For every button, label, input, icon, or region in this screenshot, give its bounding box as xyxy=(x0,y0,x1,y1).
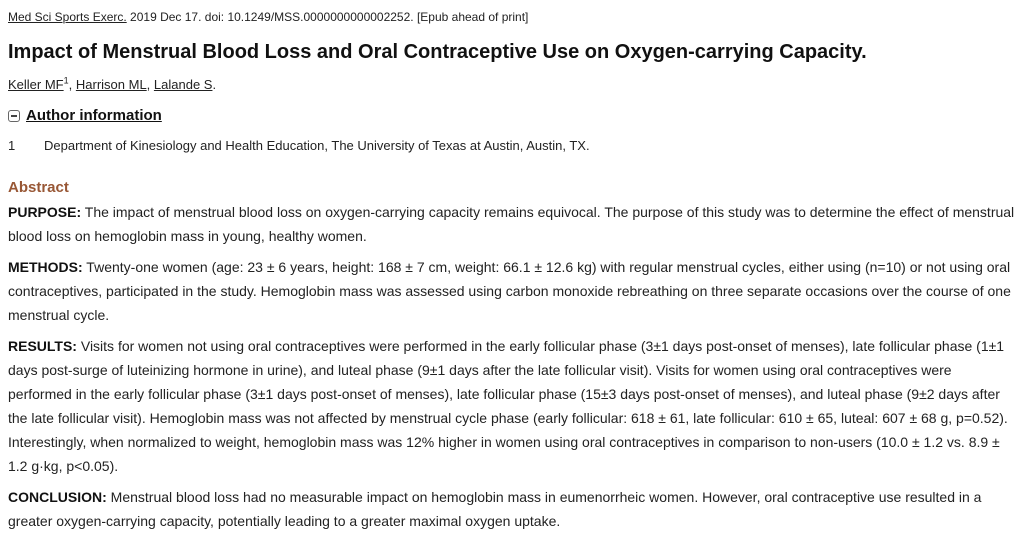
author-link[interactable]: Lalande S xyxy=(153,77,213,92)
collapse-minus-icon[interactable] xyxy=(8,110,20,122)
abstract-body: PURPOSE: The impact of menstrual blood l… xyxy=(8,200,1016,540)
author-information-toggle[interactable]: Author information xyxy=(8,106,162,126)
author-separator: , xyxy=(68,77,76,92)
author-separator: . xyxy=(212,77,217,92)
author-information-label[interactable]: Author information xyxy=(26,107,162,124)
affiliation-number: 1 xyxy=(8,138,16,153)
abstract-section-conclusion: CONCLUSION: Menstrual blood loss had no … xyxy=(8,485,1016,533)
section-label: PURPOSE: xyxy=(8,204,82,220)
abstract-section-results: RESULTS: Visits for women not using oral… xyxy=(8,334,1016,478)
section-label: METHODS: xyxy=(8,259,83,275)
article-title: Impact of Menstrual Blood Loss and Oral … xyxy=(8,41,867,63)
author-link[interactable]: Keller MF xyxy=(8,77,64,92)
author-list: Keller MF1, Harrison ML, Lalande S. xyxy=(8,76,216,94)
affiliation-item: 1 Department of Kinesiology and Health E… xyxy=(8,136,590,156)
citation-line: Med Sci Sports Exerc. 2019 Dec 17. doi: … xyxy=(8,9,528,25)
journal-link[interactable]: Med Sci Sports Exerc. xyxy=(8,10,127,24)
section-text: The impact of menstrual blood loss on ox… xyxy=(8,204,1015,244)
section-text: Menstrual blood loss had no measurable i… xyxy=(8,489,982,529)
abstract-heading: Abstract xyxy=(8,179,69,196)
section-text: Visits for women not using oral contrace… xyxy=(8,338,1008,474)
section-text: Twenty-one women (age: 23 ± 6 years, hei… xyxy=(8,259,1011,323)
abstract-section-methods: METHODS: Twenty-one women (age: 23 ± 6 y… xyxy=(8,255,1016,327)
author-separator: , xyxy=(146,77,154,92)
section-label: CONCLUSION: xyxy=(8,489,107,505)
author-link[interactable]: Harrison ML xyxy=(75,77,147,92)
section-label: RESULTS: xyxy=(8,338,77,354)
author-affiliation-sup: 1 xyxy=(63,75,69,86)
citation-details: 2019 Dec 17. doi: 10.1249/MSS.0000000000… xyxy=(126,10,529,24)
affiliation-text: Department of Kinesiology and Health Edu… xyxy=(44,138,590,153)
abstract-section-purpose: PURPOSE: The impact of menstrual blood l… xyxy=(8,200,1016,248)
